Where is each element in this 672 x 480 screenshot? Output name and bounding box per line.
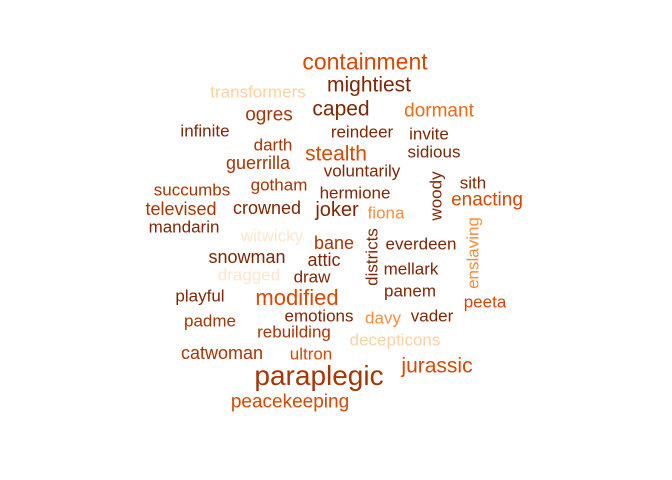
word-succumbs: succumbs (153, 180, 231, 200)
word-darth: darth (253, 135, 293, 155)
word-woody: woody (426, 171, 446, 221)
word-dormant: dormant (404, 100, 474, 122)
word-paraplegic: paraplegic (254, 360, 384, 391)
word-gotham: gotham (250, 175, 308, 195)
word-ultron: ultron (289, 344, 333, 364)
word-sidious: sidious (407, 142, 461, 162)
word-catwoman: catwoman (180, 343, 264, 363)
word-decepticons: decepticons (349, 330, 441, 350)
word-witwicky: witwicky (240, 226, 304, 246)
word-bane: bane (313, 233, 355, 253)
word-davy: davy (365, 308, 401, 328)
word-enacting: enacting (451, 189, 523, 211)
word-fiona: fiona (367, 203, 405, 223)
word-joker: joker (315, 199, 359, 221)
word-transformers: transformers (210, 82, 306, 102)
word-ogres: ogres (245, 104, 293, 126)
word-modified: modified (255, 285, 339, 310)
word-mandarin: mandarin (148, 217, 220, 237)
word-jurassic: jurassic (401, 354, 473, 378)
word-districts: districts (362, 228, 382, 286)
word-caped: caped (312, 97, 370, 121)
word-draw: draw (293, 267, 331, 287)
word-containment: containment (302, 48, 428, 75)
word-snowman: snowman (208, 247, 286, 267)
word-stealth: stealth (305, 142, 367, 166)
word-everdeen: everdeen (385, 234, 457, 254)
word-mellark: mellark (383, 259, 439, 279)
word-mightiest: mightiest (326, 73, 412, 97)
word-dragged: dragged (217, 265, 281, 285)
word-invite: invite (409, 124, 449, 144)
word-emotions: emotions (284, 306, 354, 326)
word-vader: vader (410, 306, 454, 326)
word-crowned: crowned (232, 198, 302, 218)
word-panem: panem (384, 281, 436, 301)
word-enslaving: enslaving (463, 217, 483, 289)
word-playful: playful (175, 286, 225, 306)
word-rebuilding: rebuilding (257, 322, 331, 342)
word-guerrilla: guerrilla (225, 153, 291, 173)
word-peeta: peeta (463, 292, 507, 312)
word-infinite: infinite (180, 121, 230, 141)
word-attic: attic (307, 250, 341, 270)
word-televised: televised (145, 199, 217, 219)
word-voluntarily: voluntarily (323, 161, 401, 181)
word-peacekeeping: peacekeeping (230, 391, 350, 413)
word-sith: sith (459, 173, 487, 193)
word-hermione: hermione (319, 183, 391, 203)
word-padme: padme (184, 311, 236, 331)
word-reindeer: reindeer (330, 122, 394, 142)
